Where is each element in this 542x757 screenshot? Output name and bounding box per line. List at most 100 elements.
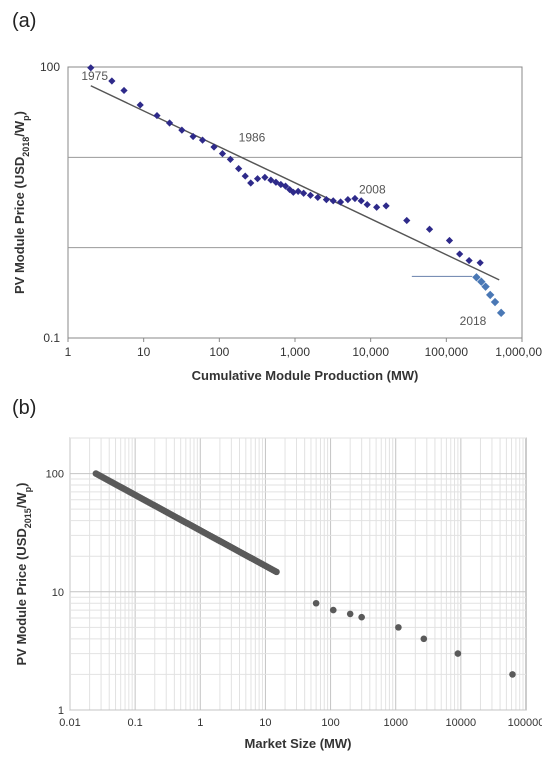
data-point <box>226 155 234 163</box>
data-point-recent <box>486 290 495 300</box>
y-axis-title-part: PV Module Price (USD <box>14 528 29 665</box>
y-axis-title-subscript: p <box>21 115 31 121</box>
data-point-recent <box>481 282 490 291</box>
y-tick-label: 0.1 <box>43 331 60 345</box>
data-point <box>336 198 345 206</box>
data-point <box>454 650 462 657</box>
x-tick-label: 10 <box>137 345 151 359</box>
data-point <box>294 187 302 195</box>
data-point <box>314 193 322 202</box>
data-point <box>165 119 174 127</box>
y-axis-title-subscript: p <box>23 486 33 492</box>
y-axis-title-part: ) <box>12 111 27 115</box>
x-tick-label: 1,000,000 <box>495 345 542 359</box>
x-tick-label: 1 <box>197 717 203 729</box>
data-point <box>358 613 365 621</box>
data-point <box>403 216 411 225</box>
x-tick-label: 1000 <box>383 717 407 729</box>
data-point <box>357 197 365 205</box>
data-point <box>273 568 280 576</box>
x-tick-label: 10000 <box>446 717 477 729</box>
panel-label-b: (b) <box>12 397 37 419</box>
data-point <box>289 188 297 196</box>
y-axis-title-part: /W <box>12 120 27 137</box>
data-point <box>247 179 255 187</box>
data-point <box>329 197 337 205</box>
x-tick-label: 10 <box>259 717 271 729</box>
data-point <box>373 203 381 211</box>
data-point <box>465 256 473 265</box>
data-point <box>281 182 290 190</box>
x-tick-label: 0.01 <box>59 717 80 729</box>
data-point <box>476 259 484 267</box>
data-point <box>395 624 402 631</box>
data-point <box>312 599 320 607</box>
x-axis-title: Cumulative Module Production (MW) <box>192 368 419 383</box>
data-point <box>445 236 454 245</box>
x-tick-label: 10,000 <box>352 345 389 359</box>
annotation-label: 1975 <box>81 69 108 83</box>
panel-label-a: (a) <box>12 10 37 32</box>
x-tick-label: 1,000 <box>280 345 310 359</box>
annotation-label: 2018 <box>460 314 487 328</box>
data-point-recent <box>477 277 486 286</box>
data-point <box>306 191 315 199</box>
data-point <box>136 101 144 109</box>
x-tick-label: 100 <box>209 345 229 359</box>
x-tick-label: 1 <box>65 345 72 359</box>
y-axis-title-part: ) <box>14 482 29 486</box>
data-point <box>108 77 116 85</box>
data-point <box>322 196 330 204</box>
data-point <box>198 136 207 144</box>
data-point <box>344 196 352 204</box>
trendline <box>90 85 500 281</box>
plot-area-a <box>67 66 523 339</box>
data-point <box>382 202 390 210</box>
data-point <box>509 671 516 678</box>
data-point <box>235 165 243 173</box>
x-tick-label: 100000 <box>508 717 542 729</box>
data-point <box>253 175 262 183</box>
y-axis-title-part: /W <box>14 492 29 509</box>
data-point <box>87 64 95 72</box>
data-point <box>120 86 128 95</box>
y-axis-title-subscript: 2015 <box>23 508 33 528</box>
data-point <box>267 176 275 184</box>
x-tick-label: 100 <box>321 717 339 729</box>
data-point <box>178 126 186 134</box>
data-point-recent <box>496 308 506 318</box>
data-point <box>456 250 464 258</box>
data-point <box>425 225 434 233</box>
data-point-recent <box>472 273 481 282</box>
x-tick-label: 100,000 <box>425 345 469 359</box>
y-axis-title: PV Module Price (USD2018/Wp) <box>12 111 31 294</box>
y-tick-label: 100 <box>40 60 60 74</box>
data-point <box>210 143 218 151</box>
chart-a: 100 0.1 1 10 100 1,000 10,000 100,000 1,000,000 1… <box>12 60 542 383</box>
data-point <box>218 149 227 158</box>
data-point <box>351 194 359 203</box>
data-point <box>363 200 371 209</box>
data-point <box>241 172 249 180</box>
data-point <box>153 111 161 120</box>
x-axis-title: Market Size (MW) <box>245 736 352 751</box>
y-axis-title-part: PV Module Price (USD <box>12 157 27 294</box>
y-axis-title-subscript: 2018 <box>21 137 31 157</box>
data-point <box>420 635 428 643</box>
x-tick-label: 0.1 <box>127 717 142 729</box>
annotation-label: 2008 <box>359 182 386 196</box>
y-tick-label: 1 <box>58 705 64 717</box>
data-point <box>261 173 269 181</box>
data-point <box>189 132 197 141</box>
annotation-label: 1986 <box>239 130 266 144</box>
y-tick-label: 10 <box>52 587 64 599</box>
data-point <box>300 189 308 197</box>
plot-area-b <box>69 437 527 711</box>
data-point-recent <box>490 297 500 307</box>
data-point <box>329 606 337 614</box>
data-point <box>277 180 285 189</box>
data-point <box>346 610 354 618</box>
y-axis-title: PV Module Price (USD2015/Wp) <box>14 482 33 665</box>
y-tick-label: 100 <box>46 469 64 481</box>
